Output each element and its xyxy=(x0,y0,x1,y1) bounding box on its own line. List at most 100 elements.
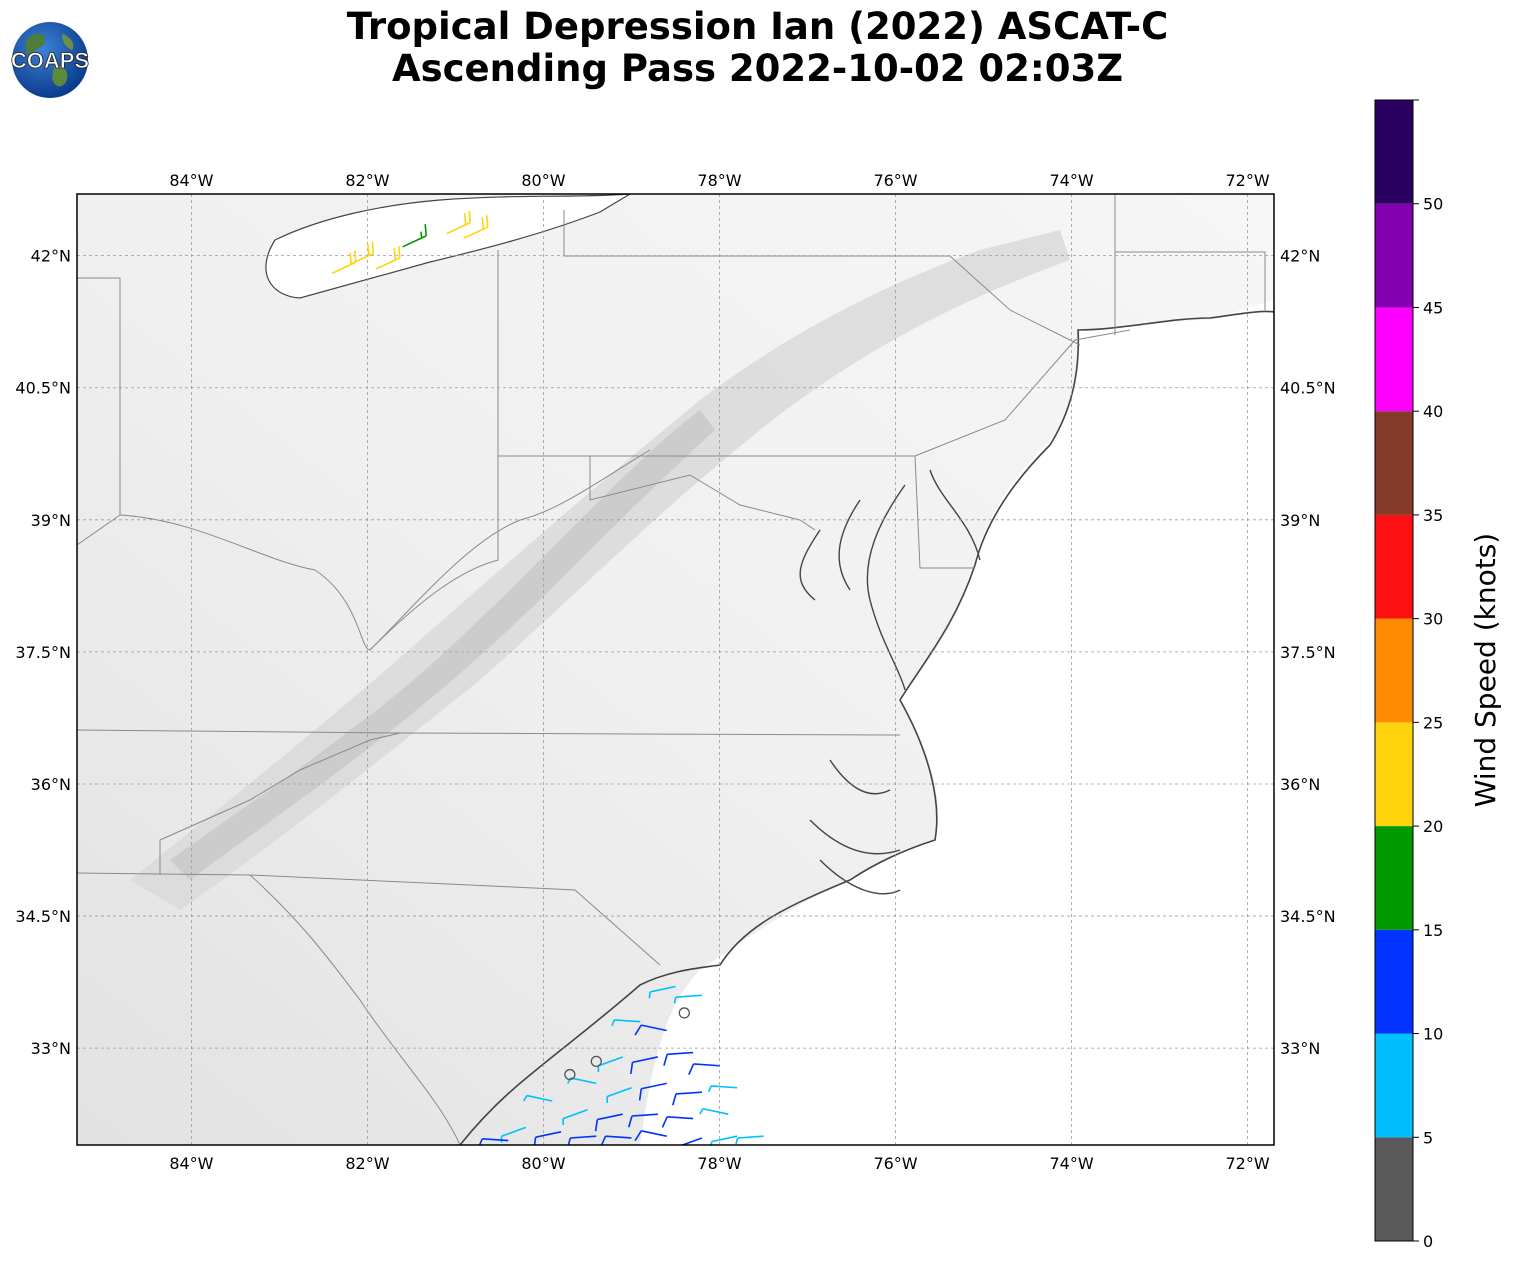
wind-barb xyxy=(698,1107,729,1115)
colorbar-tick-label: 25 xyxy=(1423,713,1443,732)
colorbar-segment xyxy=(1375,203,1413,308)
mountain-highs xyxy=(170,410,715,880)
lat-tick-label-right: 34.5°N xyxy=(1280,907,1336,926)
coaps-globe-logo: COAPS xyxy=(10,22,90,98)
wind-barb xyxy=(627,1113,658,1128)
wind-barb xyxy=(375,246,401,270)
lake-erie xyxy=(265,194,631,299)
map-title: Tropical Depression Ian (2022) ASCAT-C A… xyxy=(150,6,1365,90)
colorbar-tick-label: 10 xyxy=(1423,1025,1443,1044)
lon-tick-label-bottom: 80°W xyxy=(521,1154,565,1173)
colorbar-tick-label: 5 xyxy=(1423,1128,1433,1147)
lon-tick-label-top: 78°W xyxy=(697,171,741,190)
lat-tick-label-left: 33°N xyxy=(31,1039,71,1058)
lat-tick-label-right: 36°N xyxy=(1280,775,1320,794)
chesapeake-bay xyxy=(799,469,981,691)
title-line-1: Tropical Depression Ian (2022) ASCAT-C xyxy=(346,5,1169,48)
lon-tick-label-top: 72°W xyxy=(1226,171,1270,190)
wind-barb xyxy=(331,250,357,274)
colorbar-segment xyxy=(1375,826,1413,930)
colorbar-tick-label: 50 xyxy=(1423,195,1443,214)
wind-barb xyxy=(673,994,702,1004)
lon-tick-label-bottom: 84°W xyxy=(169,1154,213,1173)
wind-barb xyxy=(688,1063,720,1075)
wind-barb xyxy=(630,1056,659,1075)
colorbar-tick-label: 20 xyxy=(1423,817,1443,836)
lat-tick-label-left: 40.5°N xyxy=(15,379,71,398)
lon-ticks-top: 84°W 82°W 80°W 78°W 76°W 74°W 72°W xyxy=(169,171,1270,190)
lon-ticks-bottom: 84°W 82°W 80°W 78°W 76°W 74°W 72°W xyxy=(169,1154,1270,1173)
lon-tick-label-top: 82°W xyxy=(345,171,389,190)
lat-tick-label-left: 39°N xyxy=(31,511,71,530)
wind-barb xyxy=(638,1082,667,1101)
lat-tick-label-right: 39°N xyxy=(1280,511,1320,530)
colorbar-segment xyxy=(1375,929,1413,1034)
lat-ticks-right: 42°N 40.5°N 39°N 37.5°N 36°N 34.5°N 33°N xyxy=(1280,247,1336,1059)
colorbar-tick-label: 0 xyxy=(1423,1232,1433,1251)
wind-barb xyxy=(735,1135,764,1145)
lon-tick-label-bottom: 72°W xyxy=(1226,1154,1270,1173)
wind-barb xyxy=(648,985,676,999)
wind-barb xyxy=(402,224,428,248)
wind-barb xyxy=(597,1056,623,1073)
lon-tick-label-top: 76°W xyxy=(873,171,917,190)
lat-tick-label-right: 40.5°N xyxy=(1280,379,1336,398)
lon-tick-label-top: 84°W xyxy=(169,171,213,190)
wind-barb xyxy=(634,1130,667,1142)
colorbar-segment xyxy=(1375,1137,1413,1241)
wind-barb xyxy=(606,1087,632,1104)
colorbar-segment xyxy=(1375,514,1413,619)
wind-barb xyxy=(463,215,489,239)
wind-barb xyxy=(663,1051,694,1066)
colorbar-tick-label: 45 xyxy=(1423,298,1443,317)
lat-tick-label-left: 42°N xyxy=(31,247,71,266)
coastline xyxy=(459,310,1274,1145)
lon-tick-label-bottom: 76°W xyxy=(873,1154,917,1173)
colorbar-frame xyxy=(1374,99,1414,1242)
lat-tick-label-right: 42°N xyxy=(1280,247,1320,266)
pamlico-sound xyxy=(809,759,901,895)
lon-tick-label-bottom: 82°W xyxy=(345,1154,389,1173)
colorbar-tick-label: 35 xyxy=(1423,506,1443,525)
colorbar-label: Wind Speed (knots) xyxy=(1469,533,1502,807)
wind-barb xyxy=(634,1024,667,1036)
lat-ticks-left: 42°N 40.5°N 39°N 37.5°N 36°N 34.5°N 33°N xyxy=(15,247,71,1059)
colorbar-tick-label: 30 xyxy=(1423,610,1443,629)
lat-tick-label-left: 36°N xyxy=(31,775,71,794)
lat-tick-label-right: 33°N xyxy=(1280,1039,1320,1058)
colorbar-tick-label: 15 xyxy=(1423,921,1443,940)
wind-barb xyxy=(600,1135,632,1145)
title-line-2: Ascending Pass 2022-10-02 02:03Z xyxy=(391,47,1124,90)
lon-tick-label-bottom: 74°W xyxy=(1049,1154,1093,1173)
colorbar-segment xyxy=(1375,618,1413,723)
lon-tick-label-bottom: 78°W xyxy=(697,1154,741,1173)
colorbar: 0 5 10 15 20 25 30 35 40 45 50 xyxy=(1374,99,1443,1251)
map-panel xyxy=(77,194,1274,1145)
wind-barb xyxy=(476,1137,509,1145)
lon-tick-label-top: 74°W xyxy=(1049,171,1093,190)
logo-text: COAPS xyxy=(11,48,89,73)
wind-barb xyxy=(661,1115,694,1128)
wind-barb xyxy=(708,1085,738,1093)
wind-barbs xyxy=(331,210,764,1145)
calm-wind-marker xyxy=(678,1007,690,1019)
wind-barb xyxy=(446,210,472,235)
lat-tick-label-left: 34.5°N xyxy=(15,907,71,926)
wind-barb xyxy=(671,1091,702,1106)
atlantic-ocean xyxy=(640,300,1274,1145)
colorbar-segment xyxy=(1375,307,1413,412)
colorbar-segment xyxy=(1375,100,1413,204)
calm-wind-marker xyxy=(564,1068,576,1081)
lat-tick-label-right: 37.5°N xyxy=(1280,643,1336,662)
calm-wind-marker xyxy=(590,1055,602,1067)
wind-barb xyxy=(566,1077,597,1085)
lat-tick-label-left: 37.5°N xyxy=(15,643,71,662)
wind-barb xyxy=(522,1094,553,1102)
lon-tick-label-top: 80°W xyxy=(521,171,565,190)
wind-barb xyxy=(677,1137,703,1145)
wind-barb xyxy=(594,1113,623,1132)
gridlines xyxy=(77,194,1274,1145)
wind-barb xyxy=(611,1019,641,1027)
colorbar-tick-label: 40 xyxy=(1423,402,1443,421)
